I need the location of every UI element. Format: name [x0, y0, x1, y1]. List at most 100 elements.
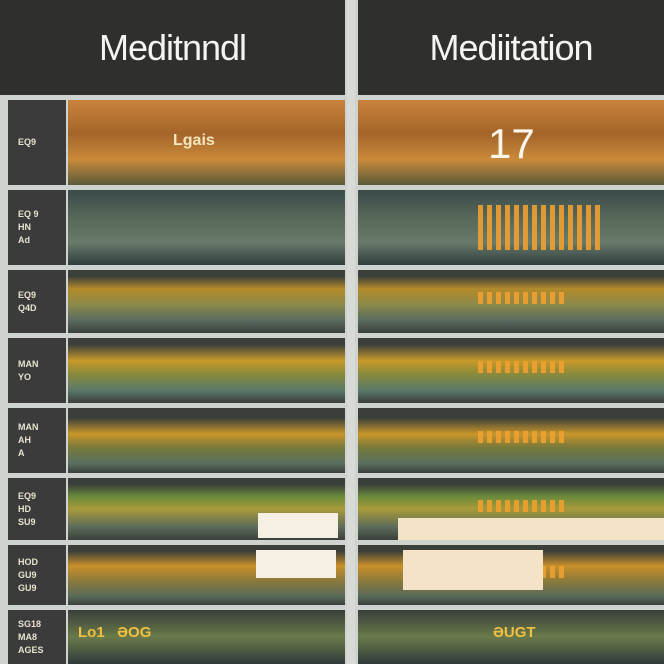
row-label: EQ9: [8, 100, 66, 185]
decor-bar: [595, 205, 600, 250]
decor-bar: [487, 205, 492, 250]
row: EQ9 HD SU9: [0, 478, 664, 540]
decor-bar: [532, 430, 537, 443]
decor-bar: [550, 360, 555, 373]
decor-bar: [478, 430, 483, 443]
left-cell: Lo1 ƏOG: [68, 610, 345, 664]
decor-bar: [496, 430, 501, 443]
decor-bar: [487, 430, 492, 443]
decor-bar: [559, 205, 564, 250]
decor-bar: [550, 499, 555, 512]
right-cell: [358, 408, 664, 473]
decor-bar: [478, 360, 483, 373]
panel-title: Mediitation: [358, 0, 664, 95]
row-label: MAN AH A: [8, 408, 66, 473]
divider: [347, 0, 355, 664]
right-cell: [358, 545, 664, 605]
decor-bar: [523, 205, 528, 250]
panel-block: [256, 550, 336, 578]
left-text: Lo1 ƏOG: [78, 624, 152, 641]
decor-bar: [514, 360, 519, 373]
decor-bar: [514, 205, 519, 250]
decor-bar: [532, 292, 537, 305]
left-cell: [68, 190, 345, 265]
left-cell: [68, 338, 345, 403]
decor-bar: [550, 566, 555, 578]
decor-bar: [496, 205, 501, 250]
right-text: 17: [488, 120, 535, 167]
decor-bar: [541, 205, 546, 250]
decor-bar: [559, 566, 564, 578]
left-cell: [68, 545, 345, 605]
decor-bar: [514, 430, 519, 443]
right-cell: ƏUGT: [358, 610, 664, 664]
left-cell: [68, 478, 345, 540]
decor-bar: [487, 499, 492, 512]
decor-bar: [541, 292, 546, 305]
left-cell: Lgais: [68, 100, 345, 185]
decor-bar: [559, 499, 564, 512]
decor-bar: [505, 292, 510, 305]
row: MAN YO: [0, 338, 664, 403]
row: SG18 MA8 AGES Lo1 ƏOG ƏUGT: [0, 610, 664, 664]
decor-bar: [577, 205, 582, 250]
decor-bar: [559, 430, 564, 443]
decor-bar: [505, 499, 510, 512]
decor-bar: [541, 360, 546, 373]
panel-title: Meditnndl: [0, 0, 345, 95]
decor-bar: [487, 292, 492, 305]
decor-bar: [505, 205, 510, 250]
left-cell: [68, 408, 345, 473]
decor-bar: [532, 205, 537, 250]
left-text: Lgais: [173, 132, 215, 149]
decor-bar: [550, 205, 555, 250]
decor-bar: [478, 292, 483, 305]
panel-block: [398, 518, 664, 540]
decor-bar: [541, 499, 546, 512]
row: EQ9 Lgais 17: [0, 100, 664, 185]
row-label: HOD GU9 GU9: [8, 545, 66, 605]
decor-bar: [559, 292, 564, 305]
decor-bar: [487, 360, 492, 373]
row-label: EQ9 HD SU9: [8, 478, 66, 540]
decor-bar: [523, 360, 528, 373]
decor-bar: [550, 430, 555, 443]
decor-bar: [559, 360, 564, 373]
decor-bar: [532, 499, 537, 512]
decor-bar: [496, 292, 501, 305]
decor-bar: [496, 499, 501, 512]
decor-bar: [586, 205, 591, 250]
row-label: EQ9 Q4D: [8, 270, 66, 333]
decor-bar: [523, 430, 528, 443]
right-cell: [358, 338, 664, 403]
decor-bar: [478, 205, 483, 250]
right-cell: [358, 190, 664, 265]
decor-bar: [532, 360, 537, 373]
decor-bar: [523, 292, 528, 305]
decor-bar: [514, 292, 519, 305]
decor-bar: [541, 566, 546, 578]
row-label: EQ 9 HN Ad: [8, 190, 66, 265]
row: HOD GU9 GU9: [0, 545, 664, 605]
decor-bar: [496, 360, 501, 373]
decor-bar: [523, 499, 528, 512]
row: EQ 9 HN Ad: [0, 190, 664, 265]
decor-bar: [550, 292, 555, 305]
row-label: SG18 MA8 AGES: [8, 610, 66, 664]
right-cell: 17: [358, 100, 664, 185]
decor-bar: [568, 205, 573, 250]
decor-bar: [541, 430, 546, 443]
left-cell: [68, 270, 345, 333]
decor-bar: [514, 499, 519, 512]
right-text: ƏUGT: [493, 624, 536, 641]
panel-block: [258, 513, 338, 538]
decor-bar: [478, 499, 483, 512]
decor-bar: [505, 360, 510, 373]
panel-block: [403, 550, 543, 590]
row-label: MAN YO: [8, 338, 66, 403]
row: EQ9 Q4D: [0, 270, 664, 333]
decor-bar: [505, 430, 510, 443]
right-cell: [358, 270, 664, 333]
right-cell: [358, 478, 664, 540]
